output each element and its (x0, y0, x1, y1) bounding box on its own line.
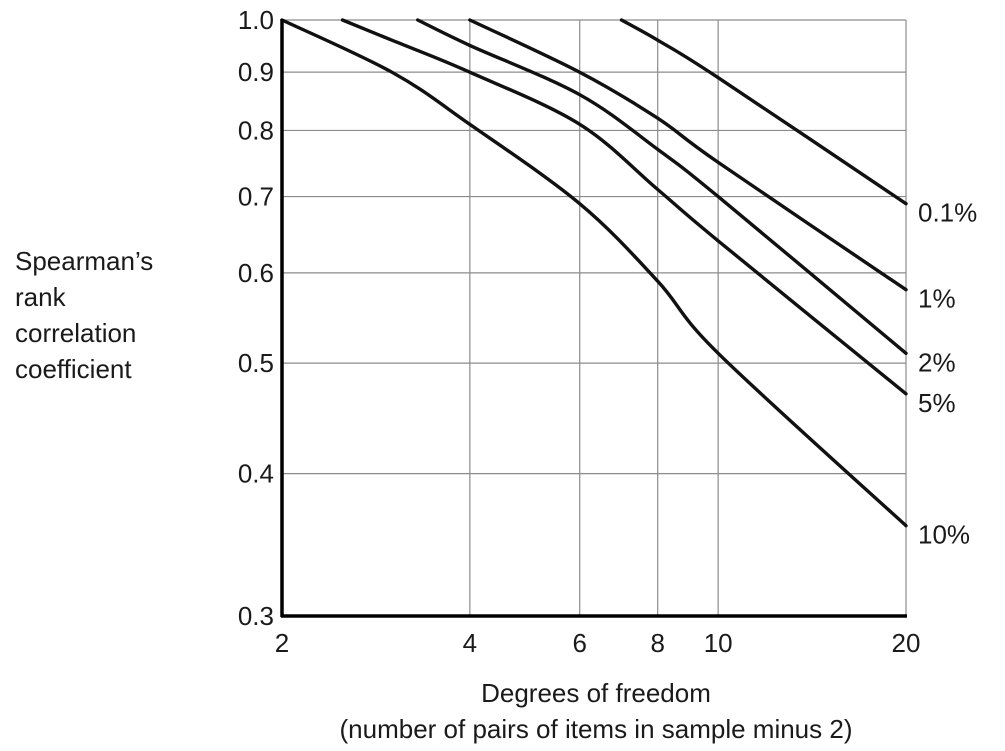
series-curves (280, 18, 908, 528)
y-tick-label-1: 1.0 (238, 5, 274, 35)
x-axis-label-line2: (number of pairs of items in sample minu… (340, 714, 853, 744)
x-tick-label-20: 20 (892, 628, 921, 658)
series-label-10pct: 10% (918, 520, 970, 550)
y-axis-label-line-2: rank (15, 282, 67, 312)
y-tick-label-0-3: 0.3 (238, 601, 274, 631)
series-labels: 10% 5% 2% 1% 0.1% (918, 198, 977, 550)
series-line-10pct (280, 18, 908, 528)
series-label-1pct: 1% (918, 284, 956, 314)
x-tick-label-2: 2 (275, 628, 289, 658)
y-tick-label-0-6: 0.6 (238, 258, 274, 288)
x-tick-label-4: 4 (463, 628, 477, 658)
y-tick-label-0-4: 0.4 (238, 459, 274, 489)
x-axis-label: Degrees of freedom (481, 678, 711, 708)
grid (282, 19, 907, 616)
x-tick-label-10: 10 (704, 628, 733, 658)
series-line-2pct (416, 18, 908, 355)
x-tick-label-8: 8 (650, 628, 664, 658)
series-line-5pct (340, 18, 908, 396)
series-label-2pct: 2% (918, 347, 956, 377)
y-tick-label-0-7: 0.7 (238, 182, 274, 212)
y-axis-label-line-1: Spearman’s (15, 246, 153, 276)
y-tick-label-0-9: 0.9 (238, 57, 274, 87)
series-label-0-1pct: 0.1% (918, 198, 977, 228)
y-axis-label-line-3: correlation (15, 318, 136, 348)
axes (280, 19, 907, 618)
y-tick-label-0-5: 0.5 (238, 348, 274, 378)
series-line-1pct (468, 18, 908, 292)
y-tick-label-0-8: 0.8 (238, 115, 274, 145)
series-label-5pct: 5% (918, 388, 956, 418)
series-line-0-1pct (619, 18, 908, 206)
y-tick-labels: 1.0 0.9 0.8 0.7 0.6 0.5 0.4 0.3 (238, 5, 274, 631)
x-tick-labels: 2 4 6 8 10 20 (275, 628, 921, 658)
x-tick-label-6: 6 (572, 628, 586, 658)
y-axis-label-line-4: coefficient (15, 354, 132, 384)
